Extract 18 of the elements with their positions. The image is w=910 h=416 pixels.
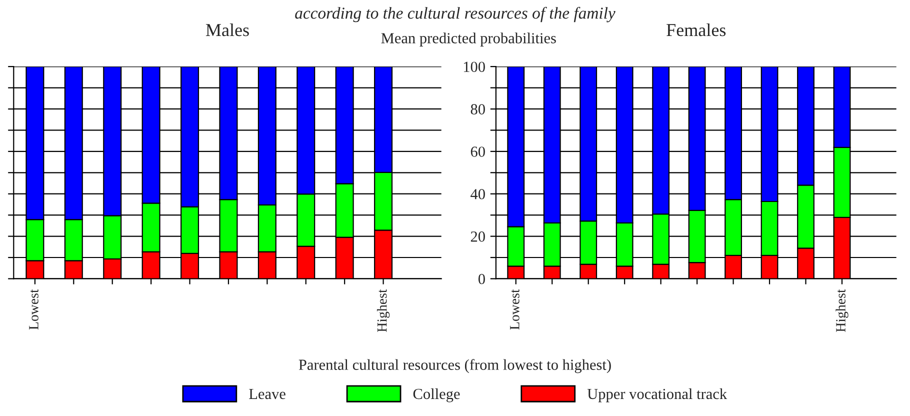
- y-tick-label: 60: [470, 146, 485, 157]
- x-tick-label: Lowest: [510, 289, 520, 330]
- y-tick-label: 0: [478, 274, 485, 284]
- x-axis-title: Parental cultural resources (from lowest to highest): [298, 359, 611, 374]
- chart-title: Females: [666, 23, 726, 36]
- y-tick-label: 80: [470, 104, 485, 114]
- y-axis-title: Mean predicted probabilities: [381, 32, 556, 46]
- x-tick-label: Highest: [376, 289, 390, 332]
- y-tick-label: 20: [470, 231, 485, 242]
- x-tick-label: Highest: [836, 289, 848, 332]
- y-tick-label: 40: [470, 188, 485, 200]
- chart-title: Males: [206, 23, 249, 36]
- x-tick-label: Lowest: [29, 289, 38, 330]
- text: according to the cultural resources of the family: [295, 6, 616, 22]
- legend-label: College: [413, 388, 460, 402]
- y-tick-label: 100: [464, 62, 485, 72]
- legend-label: Upper vocational track: [587, 388, 728, 402]
- legend-label: Leave: [249, 388, 286, 400]
